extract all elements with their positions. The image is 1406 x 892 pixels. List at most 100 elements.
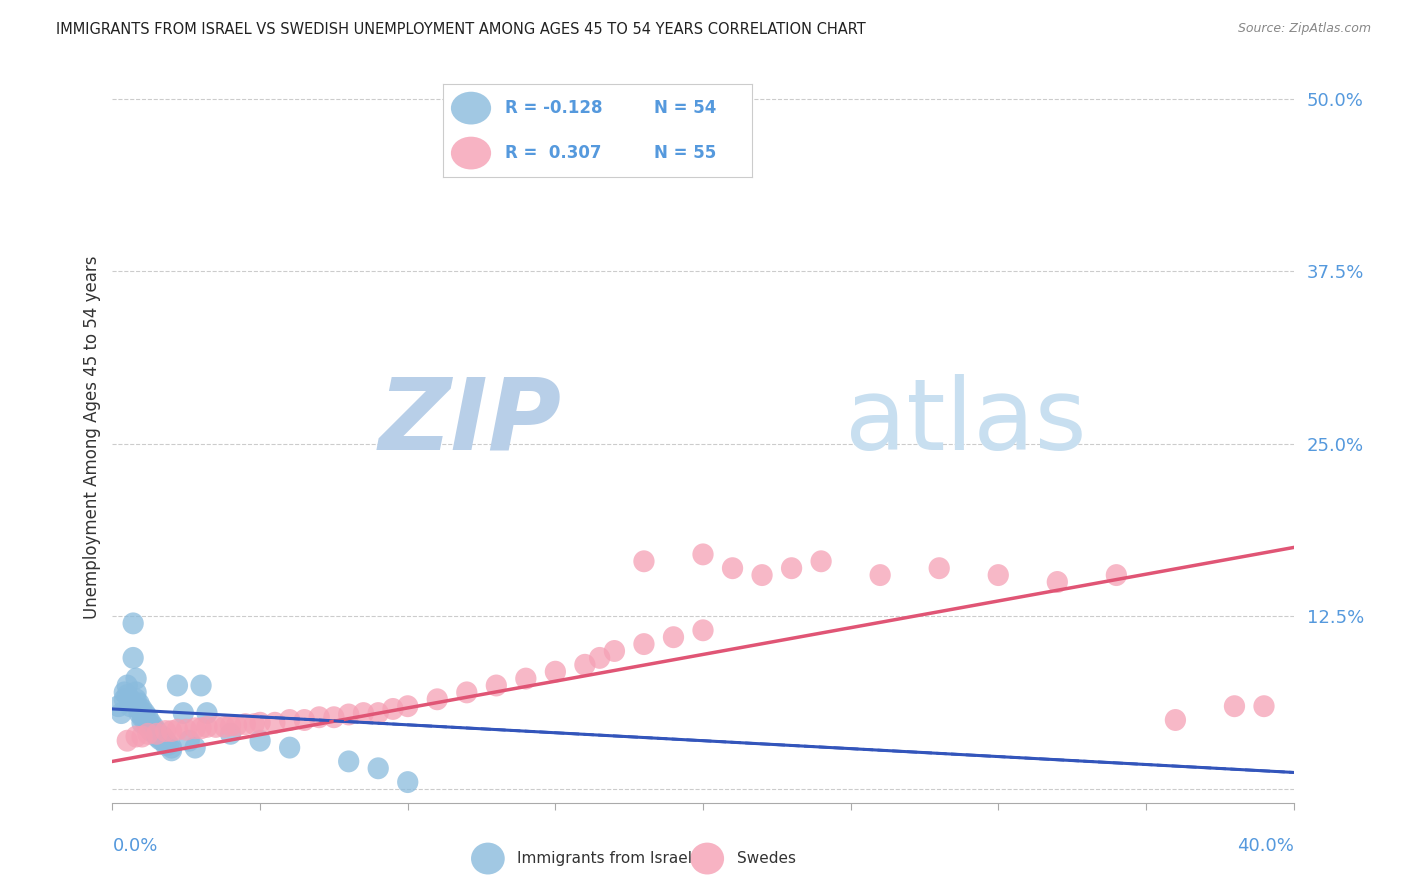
Text: atlas: atlas xyxy=(845,374,1087,471)
Ellipse shape xyxy=(131,706,153,728)
Ellipse shape xyxy=(128,692,149,714)
Y-axis label: Unemployment Among Ages 45 to 54 years: Unemployment Among Ages 45 to 54 years xyxy=(83,255,101,619)
Ellipse shape xyxy=(131,698,153,720)
Ellipse shape xyxy=(122,613,143,634)
Ellipse shape xyxy=(928,558,950,579)
Ellipse shape xyxy=(135,709,156,731)
Ellipse shape xyxy=(190,674,212,697)
Ellipse shape xyxy=(264,712,285,734)
Ellipse shape xyxy=(141,720,162,742)
Ellipse shape xyxy=(141,716,162,738)
Ellipse shape xyxy=(721,558,744,579)
Ellipse shape xyxy=(1253,695,1275,717)
Ellipse shape xyxy=(111,702,132,724)
Ellipse shape xyxy=(396,771,419,793)
Ellipse shape xyxy=(1164,709,1187,731)
Text: Source: ZipAtlas.com: Source: ZipAtlas.com xyxy=(1237,22,1371,36)
Ellipse shape xyxy=(471,843,505,874)
Ellipse shape xyxy=(235,714,256,735)
Ellipse shape xyxy=(382,698,404,720)
Ellipse shape xyxy=(456,681,478,704)
Ellipse shape xyxy=(143,716,165,738)
Ellipse shape xyxy=(1046,571,1069,593)
Ellipse shape xyxy=(117,684,138,706)
Ellipse shape xyxy=(131,725,153,747)
Ellipse shape xyxy=(337,704,360,725)
Text: R = -0.128: R = -0.128 xyxy=(505,99,603,117)
Ellipse shape xyxy=(485,674,508,697)
Text: IMMIGRANTS FROM ISRAEL VS SWEDISH UNEMPLOYMENT AMONG AGES 45 TO 54 YEARS CORRELA: IMMIGRANTS FROM ISRAEL VS SWEDISH UNEMPL… xyxy=(56,22,866,37)
Ellipse shape xyxy=(149,725,170,747)
Ellipse shape xyxy=(294,709,315,731)
Ellipse shape xyxy=(155,720,176,742)
Ellipse shape xyxy=(128,698,149,720)
Ellipse shape xyxy=(176,719,197,740)
Ellipse shape xyxy=(160,720,183,742)
Ellipse shape xyxy=(987,564,1010,586)
Ellipse shape xyxy=(157,734,179,756)
Ellipse shape xyxy=(690,843,724,874)
Ellipse shape xyxy=(544,661,567,682)
Ellipse shape xyxy=(219,723,242,745)
Ellipse shape xyxy=(780,558,803,579)
Ellipse shape xyxy=(146,723,167,745)
Ellipse shape xyxy=(125,681,146,704)
Ellipse shape xyxy=(155,734,176,756)
Ellipse shape xyxy=(138,712,159,734)
Ellipse shape xyxy=(167,674,188,697)
Ellipse shape xyxy=(138,716,159,738)
Ellipse shape xyxy=(589,647,610,669)
Ellipse shape xyxy=(152,725,173,747)
Ellipse shape xyxy=(633,633,655,655)
Text: R =  0.307: R = 0.307 xyxy=(505,145,602,162)
Ellipse shape xyxy=(122,647,143,669)
Ellipse shape xyxy=(367,757,389,780)
Text: N = 55: N = 55 xyxy=(654,145,716,162)
Ellipse shape xyxy=(249,712,271,734)
Ellipse shape xyxy=(810,550,832,573)
Ellipse shape xyxy=(692,543,714,566)
Ellipse shape xyxy=(869,564,891,586)
Ellipse shape xyxy=(160,737,183,758)
Ellipse shape xyxy=(155,730,176,752)
Text: N = 54: N = 54 xyxy=(654,99,716,117)
Ellipse shape xyxy=(117,730,138,752)
Ellipse shape xyxy=(138,706,159,728)
Ellipse shape xyxy=(197,716,218,738)
Ellipse shape xyxy=(120,695,141,717)
Ellipse shape xyxy=(146,723,167,745)
Ellipse shape xyxy=(146,725,167,747)
Ellipse shape xyxy=(184,737,205,758)
Text: ZIP: ZIP xyxy=(378,374,561,471)
Text: 40.0%: 40.0% xyxy=(1237,838,1294,855)
Ellipse shape xyxy=(308,706,330,728)
Ellipse shape xyxy=(128,702,149,724)
Text: Swedes: Swedes xyxy=(737,851,796,866)
Ellipse shape xyxy=(125,725,146,747)
Ellipse shape xyxy=(692,619,714,641)
Ellipse shape xyxy=(243,714,264,735)
Ellipse shape xyxy=(114,681,135,704)
Ellipse shape xyxy=(219,714,242,737)
Ellipse shape xyxy=(141,712,162,734)
Ellipse shape xyxy=(131,712,153,734)
Ellipse shape xyxy=(662,626,685,648)
Ellipse shape xyxy=(353,702,374,724)
Ellipse shape xyxy=(131,702,153,724)
Ellipse shape xyxy=(146,720,167,742)
Ellipse shape xyxy=(197,702,218,724)
Ellipse shape xyxy=(367,702,389,724)
Text: 0.0%: 0.0% xyxy=(112,838,157,855)
Ellipse shape xyxy=(173,702,194,724)
Ellipse shape xyxy=(114,689,135,710)
Ellipse shape xyxy=(205,716,226,738)
Ellipse shape xyxy=(451,136,491,169)
Ellipse shape xyxy=(633,550,655,573)
Ellipse shape xyxy=(1223,695,1246,717)
Ellipse shape xyxy=(135,702,156,724)
Ellipse shape xyxy=(278,737,301,758)
Ellipse shape xyxy=(603,640,626,662)
Ellipse shape xyxy=(117,674,138,697)
Ellipse shape xyxy=(426,689,449,710)
Ellipse shape xyxy=(278,709,301,731)
